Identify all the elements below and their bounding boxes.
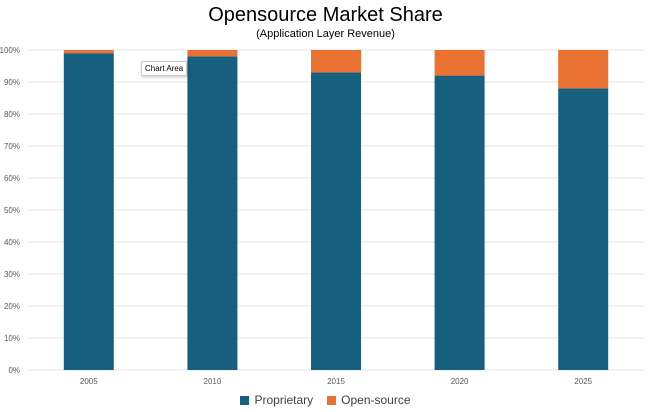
y-tick-label: 90% [4,78,20,87]
bar-proprietary-2015 [311,72,361,371]
bar-proprietary-2005 [63,53,114,370]
chart-subtitle: (Application Layer Revenue) [256,28,395,40]
y-tick-label: 70% [4,142,20,151]
y-tick-label: 0% [8,366,20,375]
legend-item-open-source[interactable]: Open-source [327,393,411,407]
y-tick-label: 60% [4,174,20,183]
bar-proprietary-2010 [187,56,238,371]
bar-open-source-2025 [558,50,609,89]
bar-proprietary-2020 [434,75,485,370]
y-tick-label: 10% [4,334,20,343]
legend-swatch [240,395,250,405]
chart-area-tooltip: Chart Area [141,61,188,76]
y-tick-label: 80% [4,110,20,119]
chart-title: Opensource Market Share [208,4,443,26]
legend-label: Proprietary [254,393,314,407]
legend: Proprietary Open-source [0,393,651,407]
x-tick-label: 2010 [204,377,222,386]
x-tick-label: 2025 [574,377,592,386]
y-tick-label: 20% [4,302,20,311]
y-tick-label: 100% [0,46,20,55]
legend-label: Open-source [341,393,411,407]
y-tick-label: 50% [4,206,20,215]
bar-open-source-2015 [311,50,361,73]
x-tick-label: 2020 [451,377,469,386]
bar-open-source-2005 [63,50,114,54]
x-tick-label: 2015 [327,377,345,386]
bar-open-source-2020 [434,50,485,76]
x-tick-label: 2005 [80,377,98,386]
bar-open-source-2010 [187,50,238,57]
y-tick-label: 40% [4,238,20,247]
legend-item-proprietary[interactable]: Proprietary [240,393,313,407]
bar-proprietary-2025 [558,88,609,371]
legend-swatch [327,395,337,405]
y-tick-label: 30% [4,270,20,279]
